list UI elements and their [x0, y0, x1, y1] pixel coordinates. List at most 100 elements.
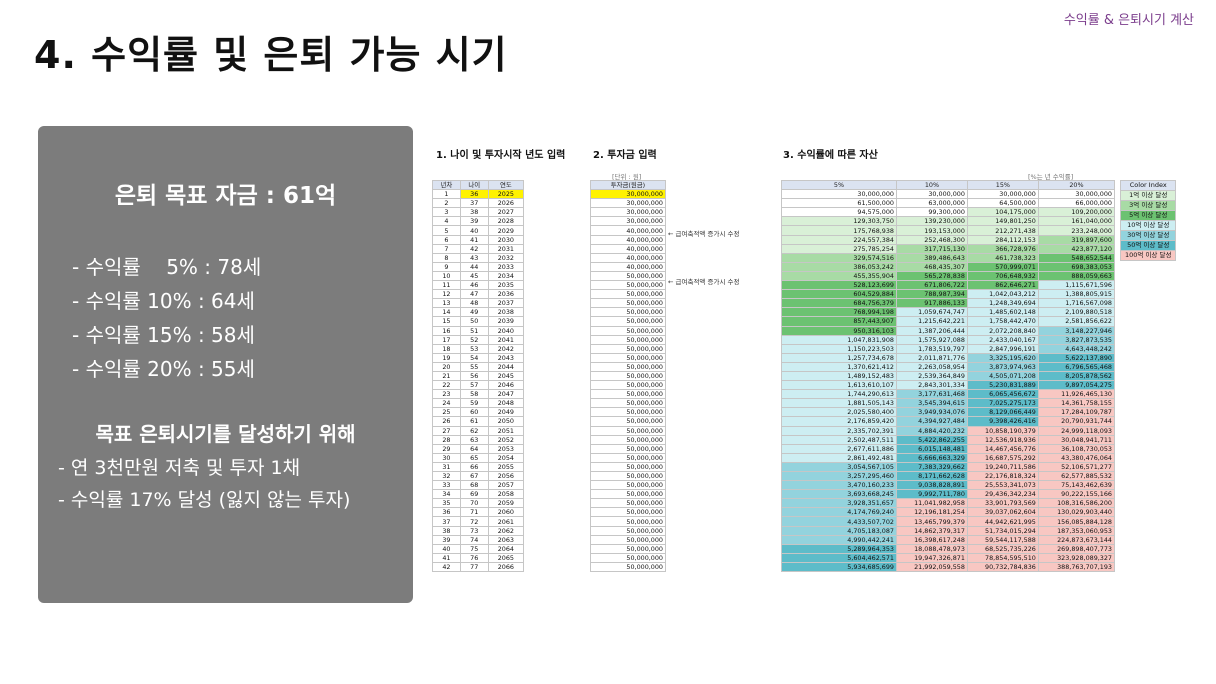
- table-cell: 25,553,341,073: [966, 480, 1039, 491]
- table-cell: 26: [432, 416, 461, 427]
- table-cell: 40,000,000: [590, 225, 666, 236]
- table-cell: 50,000,000: [590, 389, 666, 400]
- col-header: 나이: [459, 179, 489, 191]
- table-cell: 55: [459, 361, 489, 372]
- table-cell: 50,000,000: [590, 416, 666, 427]
- rate-list: - 수익률 5% : 78세 - 수익률 10% : 64세 - 수익률 15%…: [72, 250, 261, 386]
- table-cell: 21,992,059,558: [896, 561, 968, 573]
- table-cell: 1,881,505,143: [781, 398, 897, 409]
- table-cell: 862,646,271: [966, 280, 1039, 291]
- table-cell: 129,303,750: [781, 216, 897, 227]
- table-cell: 14: [432, 307, 461, 318]
- table-cell: 7,383,329,662: [896, 461, 968, 473]
- table-cell: 50,000,000: [590, 352, 666, 363]
- table-cell: 60: [459, 407, 489, 418]
- table-cell: 14,862,379,317: [896, 525, 968, 536]
- table-row: 18 53 2042: [432, 343, 525, 354]
- table-cell: 2040: [487, 325, 525, 336]
- table-row: 24 59 2048: [432, 398, 525, 409]
- table-cell: 1,489,152,483: [781, 370, 897, 382]
- table-cell: 2,581,856,622: [1037, 316, 1116, 327]
- table-cell: 2057: [487, 480, 525, 491]
- table-cell: 50,000,000: [590, 525, 666, 536]
- table-cell: 40,000,000: [590, 252, 666, 263]
- table-row: 50,000,000: [590, 525, 666, 536]
- table-cell: 43,380,476,064: [1037, 452, 1116, 463]
- table-cell: 2,011,871,776: [896, 352, 968, 363]
- table-cell: 2060: [487, 507, 525, 518]
- table-cell: 75: [459, 543, 489, 554]
- table-cell: 2058: [487, 489, 525, 500]
- table-cell: 30,000,000: [896, 189, 968, 200]
- table-cell: 2030: [487, 234, 525, 245]
- table-cell: 2032: [487, 252, 525, 263]
- table-cell: 461,738,323: [966, 252, 1039, 263]
- table-row: 3,054,567,105 7,383,329,662 19,240,711,586…: [781, 461, 1116, 473]
- bullet-item: - 연 3천만원 저축 및 투자 1채: [58, 457, 301, 479]
- table-row: 50,000,000: [590, 380, 666, 391]
- table-row: 857,443,907 1,215,642,221 1,758,442,470 2,5…: [781, 316, 1116, 327]
- note-text: ← 급여축적액 증가시 수정: [668, 278, 740, 286]
- table-cell: 917,886,133: [896, 298, 968, 309]
- table-cell: 2,263,058,954: [896, 361, 968, 372]
- table-cell: 29: [432, 443, 461, 454]
- table-row: 50,000,000: [590, 270, 666, 282]
- table-row: 50,000,000: [590, 289, 666, 300]
- table-cell: 30: [432, 452, 461, 463]
- table-cell: 3,949,934,076: [896, 407, 968, 418]
- table-cell: 329,574,516: [781, 252, 897, 263]
- table-row: 4,990,442,241 16,398,617,248 59,544,117,58…: [781, 534, 1116, 545]
- table-cell: 2,677,611,886: [781, 443, 897, 454]
- legend-row: 1억 이상 달성: [1119, 190, 1177, 201]
- table-cell: 5,289,964,353: [781, 543, 897, 554]
- table-cell: 4,174,769,240: [781, 507, 897, 518]
- table-cell: 17,284,109,787: [1037, 407, 1116, 418]
- table-cell: 19,240,711,586: [966, 461, 1039, 473]
- table-cell: 386,053,242: [781, 261, 897, 272]
- table-cell: 10,858,190,379: [966, 425, 1039, 436]
- table-cell: 455,355,904: [781, 270, 897, 282]
- table-cell: 50,000,000: [590, 307, 666, 318]
- table-row: 2,677,611,886 6,015,148,481 14,467,456,776…: [781, 443, 1116, 454]
- table-row: 8 43 2032: [432, 252, 525, 263]
- col-header: 20%: [1037, 179, 1116, 191]
- table-cell: 3,470,160,233: [781, 480, 897, 491]
- table-row: 28 63 2052: [432, 434, 525, 445]
- table-cell: 1,716,567,098: [1037, 298, 1116, 309]
- table-row: 50,000,000: [590, 325, 666, 336]
- table-cell: 565,278,838: [896, 270, 968, 282]
- table-row: 34 69 2058: [432, 489, 525, 500]
- table-row: 50,000,000: [590, 352, 666, 363]
- table-cell: 52,106,571,277: [1037, 461, 1116, 473]
- table-row: 16 51 2040: [432, 325, 525, 336]
- table-cell: 40: [459, 225, 489, 236]
- table-row: 50,000,000: [590, 389, 666, 400]
- table-cell: 27: [432, 425, 461, 436]
- table-cell: 2,335,702,391: [781, 425, 897, 436]
- table-cell: 2046: [487, 380, 525, 391]
- table-cell: 99,300,000: [896, 207, 968, 218]
- table-cell: 70: [459, 498, 489, 509]
- table-cell: 2056: [487, 470, 525, 482]
- table-cell: 67: [459, 470, 489, 482]
- table-cell: 2028: [487, 216, 525, 227]
- legend-item: 5억 이상 달성: [1119, 210, 1177, 221]
- table-cell: 139,230,000: [896, 216, 968, 227]
- table-cell: 50,000,000: [590, 434, 666, 445]
- table-cell: 19,947,326,871: [896, 552, 968, 563]
- table-cell: 187,353,060,953: [1037, 525, 1116, 536]
- col-header: 5%: [781, 179, 897, 191]
- table-cell: 2052: [487, 434, 525, 445]
- table-cell: 47: [459, 289, 489, 300]
- table-row: 4,174,769,240 12,196,181,254 39,037,062,60…: [781, 507, 1116, 518]
- table-cell: 2042: [487, 343, 525, 354]
- table-cell: 224,873,673,144: [1037, 534, 1116, 545]
- table-row: 41 76 2065: [432, 552, 525, 563]
- table-row: 36 71 2060: [432, 507, 525, 518]
- table-cell: 62,577,885,532: [1037, 470, 1116, 482]
- table-cell: 1,744,290,613: [781, 389, 897, 400]
- table-cell: 3: [432, 207, 461, 218]
- table-cell: 1,150,223,503: [781, 343, 897, 354]
- table-cell: 64: [459, 443, 489, 454]
- table-row: 50,000,000: [590, 543, 666, 554]
